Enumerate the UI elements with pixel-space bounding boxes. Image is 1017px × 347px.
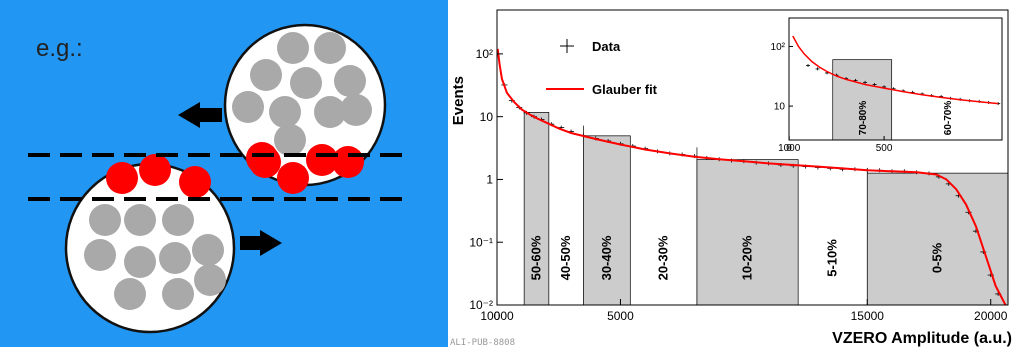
inset-background [789, 18, 1002, 140]
centrality-label-1: 40-50% [558, 235, 573, 280]
inset-centrality-label-0: 70-80% [858, 101, 869, 136]
upper-participant-nucleon-1 [277, 162, 309, 194]
centrality-label-4: 10-20% [740, 235, 755, 280]
inset-glauber-fit-curve [792, 35, 999, 105]
y-axis-title: Events [450, 76, 467, 125]
upper-participant-nucleon-4 [246, 142, 278, 174]
legend: Data Glauber fit [546, 39, 658, 97]
centrality-band-6 [866, 172, 1009, 306]
watermark: ALI-PUB-8808 [450, 338, 515, 347]
y-tick-label-1: 10⁻¹ [469, 235, 493, 249]
left-arrow-icon [178, 102, 222, 128]
upper-spectator-nucleon-0 [277, 32, 309, 64]
glauber-fit-curve [496, 48, 1007, 306]
inset-y-tick-label-0: 10 [774, 102, 786, 113]
centrality-label-6: 0-5% [930, 242, 945, 273]
upper-spectator-nucleon-3 [290, 67, 322, 99]
lower-spectator-nucleon-1 [124, 204, 156, 236]
inset-centrality-band-0 [832, 59, 893, 141]
upper-spectator-nucleon-1 [314, 32, 346, 64]
lower-participant-nucleon-2 [179, 166, 211, 198]
centrality-label-0: 50-60% [528, 235, 543, 280]
inset-frame [788, 17, 1003, 141]
vzero-amplitude-chart: 50-60% 40-50% 30-40% 20-30% 10-20% 5-10% 0-5% … [450, 9, 1012, 347]
upper-spectator-nucleon-4 [334, 65, 366, 97]
y-tick-label-2: 1 [486, 173, 493, 187]
lower-spectator-nucleon-2 [162, 204, 194, 236]
right-arrow-icon [240, 230, 282, 256]
centrality-label-2: 30-40% [599, 235, 614, 280]
y-tick-label-3: 10 [480, 110, 494, 124]
lower-spectator-nucleon-6 [192, 234, 224, 266]
upper-spectator-nucleon-5 [232, 91, 264, 123]
x-axis-title: VZERO Amplitude (a.u.) [832, 330, 1012, 347]
y-tick-label-4: 10² [476, 47, 493, 61]
upper-spectator-nucleon-9 [274, 124, 306, 156]
x-tick-label-0: 0 [494, 309, 501, 323]
y-tick-label-0: 10⁻² [469, 298, 493, 312]
lower-nucleus-participants [106, 154, 211, 198]
centrality-label-5: 5-10% [825, 239, 840, 277]
inset-x-tick-label-2: 1000 [778, 143, 801, 154]
lower-spectator-nucleon-3 [84, 239, 116, 271]
lower-spectator-nucleon-0 [89, 204, 121, 236]
inset-chart: 70-80% 60-70% 0 500 1000 10 10² [771, 17, 1003, 154]
upper-nucleus-spectators [232, 32, 372, 156]
plot-frame [496, 9, 1009, 306]
upper-spectator-nucleon-7 [314, 96, 346, 128]
schematic-label: e.g.: [36, 35, 83, 62]
upper-spectator-nucleon-8 [340, 94, 372, 126]
legend-fit-label: Glauber fit [592, 82, 658, 97]
inset-centrality-label-1: 60-70% [943, 101, 954, 136]
lower-spectator-nucleon-5 [159, 242, 191, 274]
lower-spectator-nucleon-9 [194, 264, 226, 296]
upper-spectator-nucleon-6 [269, 96, 301, 128]
x-tick-label-3: 15000 [851, 309, 885, 323]
upper-participant-nucleon-2 [306, 144, 338, 176]
x-tick-label-2: 10000 [480, 309, 514, 323]
upper-participant-nucleon-3 [332, 146, 364, 178]
x-tick-label-4: 20000 [974, 309, 1008, 323]
lower-spectator-nucleon-8 [162, 278, 194, 310]
lower-participant-nucleon-1 [139, 154, 171, 186]
upper-spectator-nucleon-2 [250, 59, 282, 91]
lower-spectator-nucleon-7 [114, 278, 146, 310]
lower-nucleus-spectators [84, 204, 226, 310]
x-tick-label-1: 5000 [607, 309, 634, 323]
centrality-label-3: 20-30% [656, 235, 671, 280]
lower-participant-nucleon-0 [106, 162, 138, 194]
legend-data-label: Data [592, 39, 621, 54]
centrality-band-4 [696, 159, 799, 306]
inset-x-tick-label-1: 500 [876, 143, 893, 154]
centrality-band-0 [523, 112, 550, 306]
inset-x-tick-label-0: 0 [786, 143, 792, 154]
centrality-band-2 [583, 135, 631, 306]
inset-y-tick-label-1: 10² [771, 42, 786, 53]
collision-schematic: e.g.: [0, 0, 448, 347]
lower-spectator-nucleon-4 [124, 246, 156, 278]
